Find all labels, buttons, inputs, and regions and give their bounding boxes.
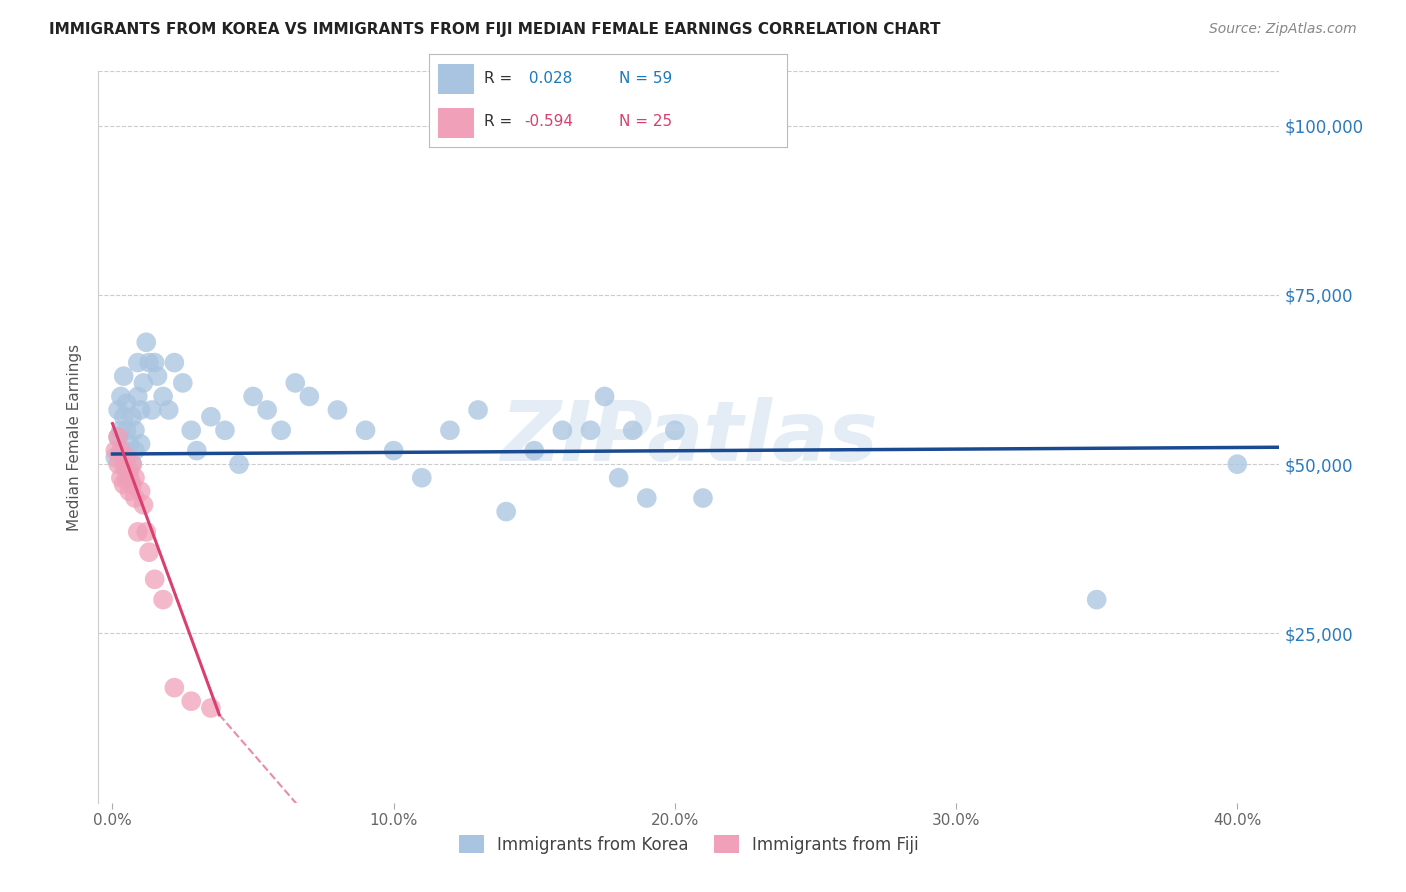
- Point: [180, 694, 202, 708]
- Point: [172, 376, 194, 390]
- Text: N = 25: N = 25: [619, 114, 672, 129]
- Point: [186, 443, 208, 458]
- Point: [129, 484, 152, 499]
- Point: [146, 369, 169, 384]
- Point: [138, 545, 160, 559]
- Point: [143, 572, 166, 586]
- Point: [143, 355, 166, 369]
- Point: [107, 403, 129, 417]
- Point: [107, 430, 129, 444]
- Point: [127, 524, 149, 539]
- Point: [110, 389, 132, 403]
- Point: [326, 403, 349, 417]
- Point: [298, 389, 321, 403]
- Point: [115, 396, 138, 410]
- Point: [115, 457, 138, 471]
- Point: [180, 423, 202, 437]
- Point: [621, 423, 644, 437]
- Point: [1085, 592, 1108, 607]
- Point: [135, 335, 157, 350]
- Point: [112, 457, 135, 471]
- Point: [110, 471, 132, 485]
- Point: [270, 423, 292, 437]
- FancyBboxPatch shape: [437, 108, 474, 138]
- Point: [129, 437, 152, 451]
- Text: Source: ZipAtlas.com: Source: ZipAtlas.com: [1209, 22, 1357, 37]
- Text: R =: R =: [485, 71, 517, 87]
- Point: [495, 505, 517, 519]
- Point: [112, 443, 135, 458]
- Point: [284, 376, 307, 390]
- Point: [124, 443, 146, 458]
- Point: [200, 409, 222, 424]
- Point: [115, 471, 138, 485]
- Point: [411, 471, 433, 485]
- FancyBboxPatch shape: [437, 64, 474, 94]
- Point: [124, 491, 146, 505]
- Point: [104, 443, 127, 458]
- Point: [110, 443, 132, 458]
- Point: [664, 423, 686, 437]
- Point: [132, 376, 155, 390]
- Point: [115, 423, 138, 437]
- Text: R =: R =: [485, 114, 517, 129]
- Point: [135, 524, 157, 539]
- Text: IMMIGRANTS FROM KOREA VS IMMIGRANTS FROM FIJI MEDIAN FEMALE EARNINGS CORRELATION: IMMIGRANTS FROM KOREA VS IMMIGRANTS FROM…: [49, 22, 941, 37]
- Point: [129, 403, 152, 417]
- Point: [107, 430, 129, 444]
- Point: [636, 491, 658, 505]
- Point: [121, 477, 143, 491]
- Point: [354, 423, 377, 437]
- Point: [118, 464, 141, 478]
- Point: [118, 484, 141, 499]
- Point: [163, 681, 186, 695]
- Point: [523, 443, 546, 458]
- Point: [110, 423, 132, 437]
- Point: [163, 355, 186, 369]
- Point: [382, 443, 405, 458]
- Point: [242, 389, 264, 403]
- Text: ZIPatlas: ZIPatlas: [501, 397, 877, 477]
- Point: [115, 450, 138, 465]
- Text: 0.028: 0.028: [524, 71, 572, 87]
- Point: [118, 437, 141, 451]
- Point: [551, 423, 574, 437]
- Point: [214, 423, 236, 437]
- Point: [607, 471, 630, 485]
- Point: [132, 498, 155, 512]
- Point: [112, 369, 135, 384]
- Point: [692, 491, 714, 505]
- Point: [127, 355, 149, 369]
- Point: [121, 457, 143, 471]
- Point: [112, 409, 135, 424]
- Point: [1226, 457, 1249, 471]
- Point: [467, 403, 489, 417]
- Point: [579, 423, 602, 437]
- Point: [152, 592, 174, 607]
- Text: N = 59: N = 59: [619, 71, 672, 87]
- Point: [141, 403, 163, 417]
- Point: [124, 423, 146, 437]
- Point: [439, 423, 461, 437]
- Legend: Immigrants from Korea, Immigrants from Fiji: Immigrants from Korea, Immigrants from F…: [453, 829, 925, 860]
- Point: [593, 389, 616, 403]
- Point: [118, 471, 141, 485]
- Point: [256, 403, 278, 417]
- Point: [200, 701, 222, 715]
- Point: [152, 389, 174, 403]
- Point: [127, 389, 149, 403]
- Point: [104, 450, 127, 465]
- Point: [124, 471, 146, 485]
- Y-axis label: Median Female Earnings: Median Female Earnings: [67, 343, 83, 531]
- Point: [112, 477, 135, 491]
- Point: [107, 457, 129, 471]
- Point: [121, 409, 143, 424]
- Text: -0.594: -0.594: [524, 114, 572, 129]
- Point: [121, 457, 143, 471]
- Point: [157, 403, 180, 417]
- Point: [228, 457, 250, 471]
- Point: [138, 355, 160, 369]
